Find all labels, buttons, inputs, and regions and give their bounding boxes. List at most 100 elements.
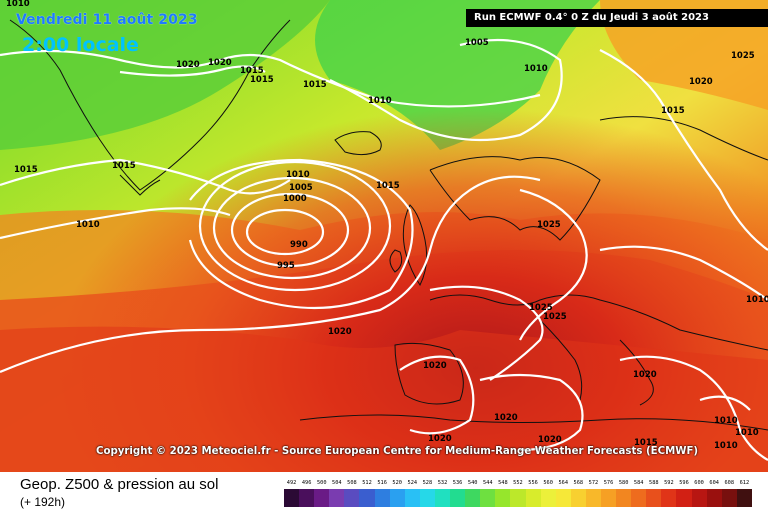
scale-label: 608 — [724, 480, 735, 486]
scale-label: 556 — [528, 480, 538, 486]
isobar-label: 1025 — [537, 220, 561, 230]
iberia-coast — [394, 342, 464, 405]
scale-label: 520 — [392, 480, 402, 486]
scale-swatch — [616, 489, 632, 507]
scale-label: 532 — [437, 480, 448, 486]
scale-label: 552 — [513, 480, 523, 486]
scale-swatch — [344, 489, 360, 507]
iceland-coast — [334, 131, 382, 156]
isobars — [0, 38, 768, 461]
scale-swatch — [691, 489, 707, 507]
color-scale-labels: 492 496 500 504 508 512 516 520 524 528 532 536 540 5… — [284, 478, 752, 488]
scale-label: 576 — [603, 480, 614, 486]
isobar-label: 1020 — [423, 361, 447, 371]
scale-swatch — [374, 489, 390, 507]
valid-time: 2:00 locale — [22, 34, 139, 56]
scale-swatch — [419, 489, 435, 507]
scale-swatch — [525, 489, 541, 507]
copyright-notice: Copyright © 2023 Meteociel.fr - Source E… — [96, 446, 699, 457]
scale-swatch — [646, 489, 662, 507]
scale-swatch — [314, 489, 330, 507]
isobar-label: 1025 — [543, 312, 567, 322]
ireland-coast — [389, 249, 403, 273]
isobar-label: 1015 — [240, 66, 264, 76]
scale-swatch — [585, 489, 601, 507]
isobar-1010-north — [0, 49, 541, 108]
scale-swatch — [434, 489, 451, 507]
isobar-label: 1005 — [289, 183, 313, 193]
isobar-1015-west — [0, 158, 291, 195]
isobar-label: 1010 — [746, 295, 768, 305]
coastlines — [9, 19, 768, 431]
scale-swatch — [359, 489, 375, 507]
low-990-ring — [245, 208, 325, 256]
scale-label: 492 — [286, 480, 297, 486]
scale-label: 504 — [332, 480, 342, 486]
isobar-label: 1020 — [494, 413, 518, 423]
scale-label: 540 — [467, 480, 478, 486]
isobar-label: 1015 — [303, 80, 327, 90]
isobar-label: 1010 — [76, 220, 100, 230]
isobar-label: 1015 — [250, 75, 274, 85]
low-1005-ring — [198, 160, 392, 292]
isobar-label: 1025 — [731, 51, 755, 61]
isobar-label: 1025 — [529, 303, 553, 313]
scale-label: 536 — [452, 480, 463, 486]
scale-label: 560 — [543, 480, 553, 486]
isobar-label: 1010 — [6, 0, 30, 9]
isobar-label: 1020 — [328, 327, 352, 337]
scale-label: 500 — [316, 480, 327, 486]
greenland-coast — [9, 19, 291, 191]
isobar-label: 1015 — [376, 181, 400, 191]
isobar-label: 1020 — [633, 370, 657, 380]
scale-label: 544 — [482, 480, 493, 486]
scale-swatch — [600, 489, 617, 507]
run-info-box: Run ECMWF 0.4° 0 Z du Jeudi 3 août 2023 — [466, 9, 768, 27]
scale-label: 588 — [649, 480, 659, 486]
scale-swatch — [570, 489, 586, 507]
scale-swatch — [555, 489, 571, 507]
scale-swatch — [329, 489, 345, 507]
africa-coast — [299, 414, 768, 431]
scale-swatch — [676, 489, 692, 507]
isobar-label: 1010 — [524, 64, 548, 74]
isobar-label: 1005 — [465, 38, 489, 48]
scale-label: 596 — [679, 480, 689, 486]
isobar-label: 995 — [277, 261, 295, 271]
low-995-ring — [230, 192, 350, 268]
scale-label: 512 — [362, 480, 372, 486]
isobar-label: 1010 — [714, 441, 738, 451]
scale-swatch — [736, 489, 752, 507]
scale-label: 592 — [664, 480, 674, 486]
scale-label: 568 — [573, 480, 584, 486]
forecast-hour: (+ 192h) — [20, 495, 66, 509]
isobar-label: 1000 — [283, 194, 307, 204]
low-1000-ring — [212, 176, 372, 280]
scale-label: 580 — [618, 480, 629, 486]
italy-coast — [539, 319, 583, 401]
product-title: Geop. Z500 & pression au sol — [20, 476, 219, 493]
scale-label: 572 — [588, 480, 599, 486]
scale-swatch — [721, 489, 737, 507]
scale-swatch — [450, 489, 466, 507]
greece-coast — [619, 339, 654, 406]
scale-label: 508 — [347, 480, 357, 486]
scale-swatch — [631, 489, 647, 507]
scale-label: 564 — [558, 480, 569, 486]
isobar-label: 1015 — [661, 106, 685, 116]
isobar-label: 990 — [290, 240, 308, 250]
legend-footer: Geop. Z500 & pression au sol (+ 192h) 49… — [0, 472, 768, 512]
scale-label: 528 — [422, 480, 433, 486]
scale-label: 600 — [694, 480, 704, 486]
scale-swatch — [389, 489, 405, 507]
isobar-label: 1020 — [689, 77, 713, 87]
isobar-label: 1015 — [14, 165, 38, 175]
scale-swatch — [465, 489, 481, 507]
europe-coast — [429, 294, 768, 351]
scale-swatch — [480, 489, 496, 507]
scale-label: 612 — [739, 480, 750, 486]
isobar-label: 1010 — [368, 96, 392, 106]
scale-swatch — [661, 489, 677, 507]
isobar-1020-atlantic — [0, 175, 541, 374]
scale-label: 516 — [377, 480, 387, 486]
